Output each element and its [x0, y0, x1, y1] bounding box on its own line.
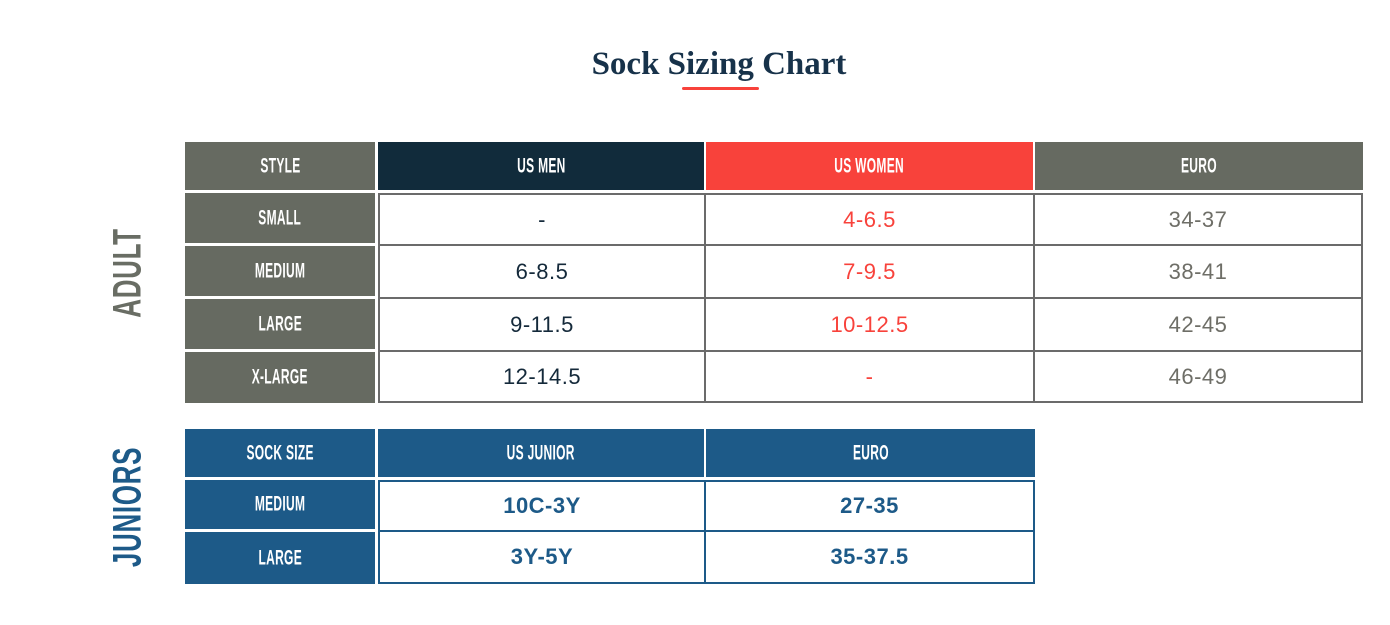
- adult-cell-small-euro: 34-37: [1035, 193, 1363, 246]
- adult-cell-x-large-us-women: -: [706, 352, 1035, 403]
- adult-row-label-small-text: SMALL: [258, 205, 302, 230]
- adult-header-us-men-label: US MEN: [516, 153, 566, 178]
- juniors-section-label: JUNIORS: [105, 446, 150, 568]
- adult-row-label-large: LARGE: [185, 299, 375, 349]
- juniors-header-euro: EURO: [706, 429, 1035, 477]
- adult-cell-small-us-men: -: [378, 193, 706, 246]
- adult-cell-small-us-women: 4-6.5: [706, 193, 1035, 246]
- juniors-header-us-junior: US JUNIOR: [378, 429, 704, 477]
- juniors-header-sock-size: SOCK SIZE: [185, 429, 375, 477]
- adult-cell-medium-us-women: 7-9.5: [706, 246, 1035, 299]
- adult-row-label-medium: MEDIUM: [185, 246, 375, 296]
- juniors-cell-large-euro: 35-37.5: [706, 532, 1035, 584]
- adult-header-style: STYLE: [185, 142, 375, 190]
- juniors-cell-large-us-junior: 3Y-5Y: [378, 532, 706, 584]
- adult-cell-x-large-euro: 46-49: [1035, 352, 1363, 403]
- adult-header-us-men: US MEN: [378, 142, 704, 190]
- adult-header-euro: EURO: [1035, 142, 1363, 190]
- juniors-header-euro-label: EURO: [852, 440, 889, 465]
- adult-header-euro-label: EURO: [1181, 153, 1217, 178]
- adult-cell-x-large-us-men: 12-14.5: [378, 352, 706, 403]
- juniors-header-us-junior-label: US JUNIOR: [506, 440, 576, 465]
- title-divider-line: [682, 87, 759, 90]
- juniors-row-label-medium: MEDIUM: [185, 480, 375, 529]
- adult-cell-large-us-women: 10-12.5: [706, 299, 1035, 352]
- adult-sizing-table: STYLE US MEN US WOMEN EURO SMALL - 4-6.5…: [185, 142, 1363, 403]
- adult-row-label-x-large-text: X-LARGE: [251, 365, 309, 389]
- adult-header-style-label: STYLE: [259, 153, 301, 178]
- adult-row-label-large-text: LARGE: [258, 311, 302, 336]
- juniors-header-sock-size-label: SOCK SIZE: [246, 440, 314, 465]
- adult-cell-large-euro: 42-45: [1035, 299, 1363, 352]
- page-title: Sock Sizing Chart: [591, 46, 847, 83]
- adult-row-label-small: SMALL: [185, 193, 375, 243]
- adult-header-us-women: US WOMEN: [706, 142, 1033, 190]
- adult-section-label: ADULT: [105, 228, 150, 318]
- juniors-row-label-large-text: LARGE: [258, 545, 302, 570]
- adult-cell-medium-us-men: 6-8.5: [378, 246, 706, 299]
- adult-header-us-women-label: US WOMEN: [834, 153, 905, 178]
- adult-row-label-x-large: X-LARGE: [185, 352, 375, 403]
- juniors-cell-medium-us-junior: 10C-3Y: [378, 480, 706, 532]
- juniors-sizing-table: SOCK SIZE US JUNIOR EURO MEDIUM 10C-3Y 2…: [185, 429, 1035, 584]
- adult-row-label-medium-text: MEDIUM: [254, 258, 306, 283]
- juniors-cell-medium-euro: 27-35: [706, 480, 1035, 532]
- adult-cell-large-us-men: 9-11.5: [378, 299, 706, 352]
- adult-cell-medium-euro: 38-41: [1035, 246, 1363, 299]
- juniors-row-label-medium-text: MEDIUM: [254, 492, 306, 516]
- juniors-row-label-large: LARGE: [185, 532, 375, 584]
